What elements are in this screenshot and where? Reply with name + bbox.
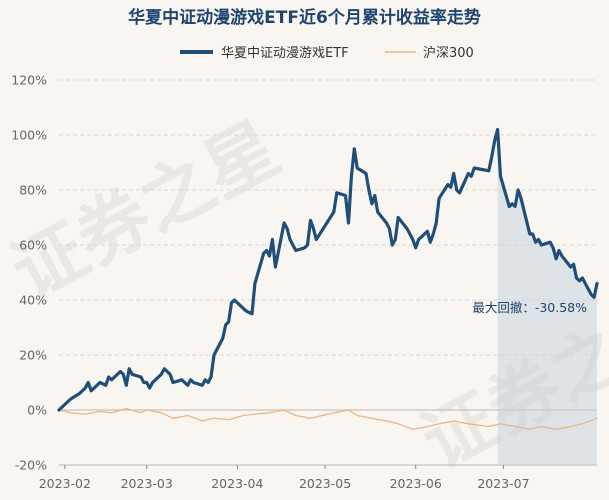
y-tick-label: -20% <box>15 458 47 473</box>
y-tick-label: 120% <box>11 73 47 88</box>
y-tick-label: 80% <box>19 183 47 198</box>
series-lines <box>57 127 599 430</box>
x-tick-label: 2023-05 <box>299 476 351 491</box>
y-tick-label: 40% <box>19 293 47 308</box>
x-axis-ticks: 2023-02 2023-03 2023-04 2023-05 2023-06 2023-… <box>39 465 530 491</box>
annotations: 最大回撤：-30.58% <box>472 300 587 315</box>
drawdown-region <box>497 129 597 465</box>
drawdown-area <box>497 129 597 465</box>
x-tick-label: 2023-07 <box>477 476 529 491</box>
x-tick-label: 2023-02 <box>39 476 91 491</box>
series-line-csi300 <box>58 407 598 430</box>
y-tick-label: 0% <box>27 403 47 418</box>
y-axis-ticks: 120% 100% 80% 60% 40% 20% 0% -20% <box>11 73 47 473</box>
x-tick-label: 2023-06 <box>390 476 442 491</box>
y-tick-label: 20% <box>19 348 47 363</box>
y-tick-label: 100% <box>11 128 47 143</box>
legend: 华夏中证动漫游戏ETF 沪深300 <box>180 45 474 61</box>
legend-item-csi300: 沪深300 <box>385 45 474 61</box>
drawdown-label: 最大回撤：-30.58% <box>472 300 587 315</box>
chart-title: 华夏中证动漫游戏ETF近6个月累计收益率走势 <box>128 7 481 28</box>
x-tick-label: 2023-04 <box>211 476 263 491</box>
series-line-fund <box>57 127 599 412</box>
legend-label-fund: 华夏中证动漫游戏ETF <box>221 46 349 61</box>
legend-item-fund: 华夏中证动漫游戏ETF <box>180 46 349 61</box>
legend-label-csi300: 沪深300 <box>423 45 474 61</box>
x-tick-label: 2023-03 <box>121 476 173 491</box>
y-tick-label: 60% <box>19 238 47 253</box>
